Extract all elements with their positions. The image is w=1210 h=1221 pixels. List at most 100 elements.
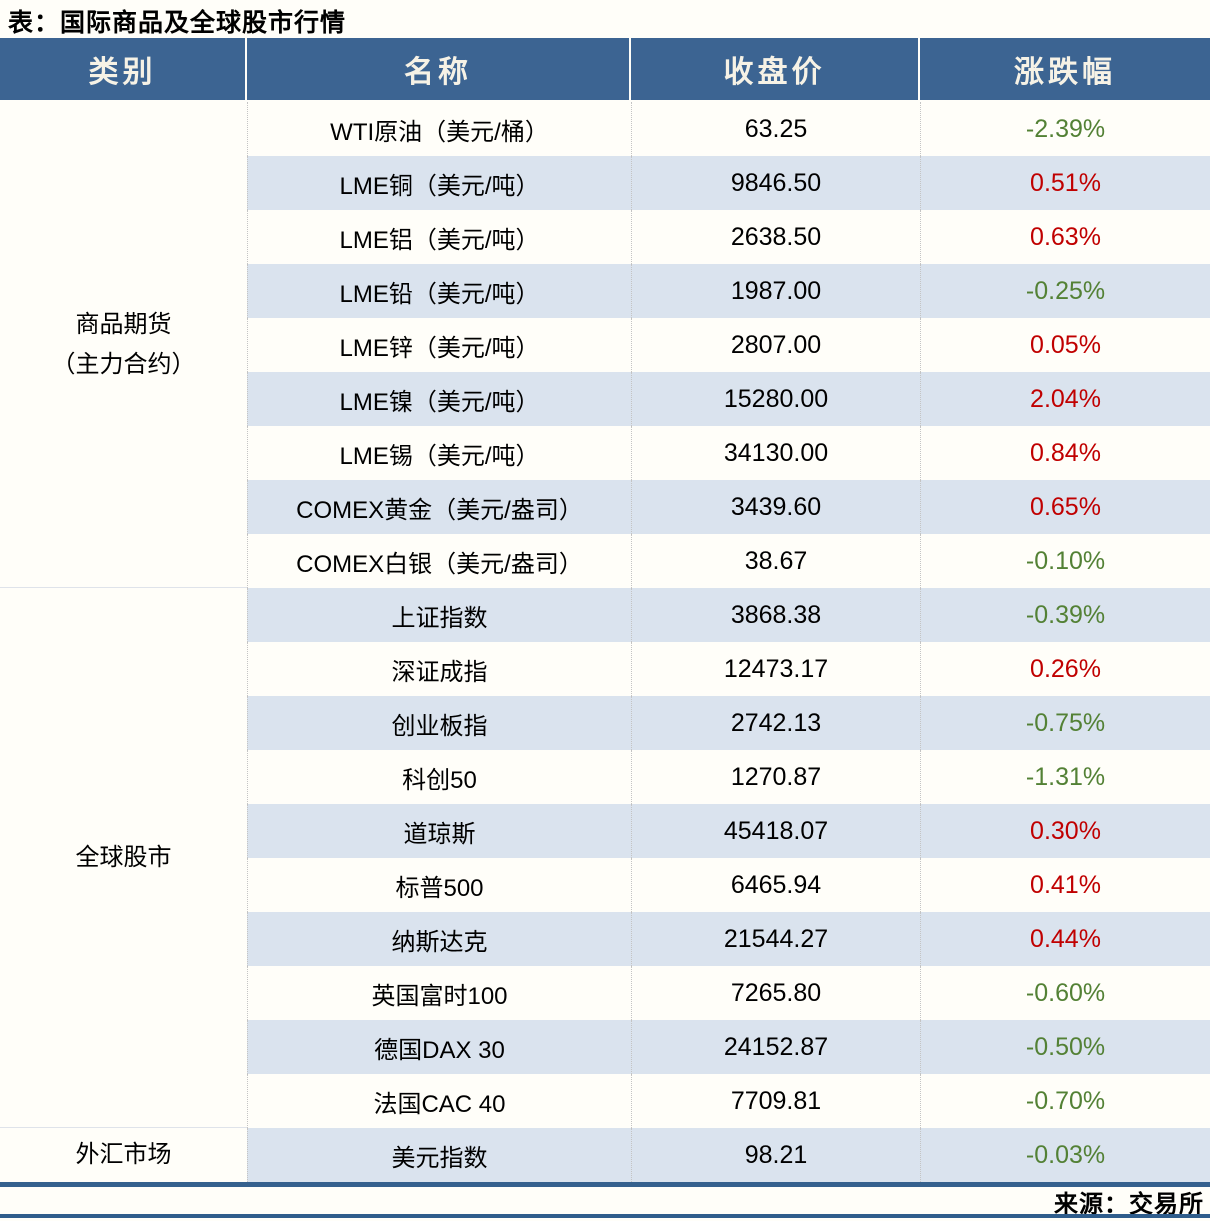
change-percent: 0.51%: [920, 156, 1210, 210]
instrument-name: LME镍（美元/吨）: [247, 372, 631, 426]
table-row: WTI原油（美元/桶） 63.25 -2.39%: [247, 102, 1210, 156]
table-row: COMEX白银（美元/盎司） 38.67 -0.10%: [247, 534, 1210, 588]
instrument-name: 英国富时100: [247, 966, 631, 1020]
instrument-name: 创业板指: [247, 696, 631, 750]
change-percent: -0.50%: [920, 1020, 1210, 1074]
close-price: 3439.60: [631, 480, 920, 534]
instrument-name: WTI原油（美元/桶）: [247, 102, 631, 156]
table-row: 美元指数 98.21 -0.03%: [247, 1128, 1210, 1182]
close-price: 3868.38: [631, 588, 920, 642]
rows-column: WTI原油（美元/桶） 63.25 -2.39% LME铜（美元/吨） 9846.50 0…: [247, 102, 1210, 1182]
close-price: 7709.81: [631, 1074, 920, 1128]
change-percent: 0.26%: [920, 642, 1210, 696]
source-note: 来源：交易所: [1054, 1191, 1204, 1218]
instrument-name: LME铜（美元/吨）: [247, 156, 631, 210]
instrument-name: 标普500: [247, 858, 631, 912]
close-price: 7265.80: [631, 966, 920, 1020]
category-label: 外汇市场: [75, 1141, 172, 1168]
instrument-name: 纳斯达克: [247, 912, 631, 966]
change-percent: -1.31%: [920, 750, 1210, 804]
change-percent: 2.04%: [920, 372, 1210, 426]
instrument-name: 德国DAX 30: [247, 1020, 631, 1074]
close-price: 24152.87: [631, 1020, 920, 1074]
table-row: LME铅（美元/吨） 1987.00 -0.25%: [247, 264, 1210, 318]
column-header-name: 名称: [247, 38, 631, 100]
change-percent: -0.60%: [920, 966, 1210, 1020]
instrument-name: 法国CAC 40: [247, 1074, 631, 1128]
table-row: 德国DAX 30 24152.87 -0.50%: [247, 1020, 1210, 1074]
close-price: 2638.50: [631, 210, 920, 264]
instrument-name: 科创50: [247, 750, 631, 804]
category-label: 全球股市: [75, 843, 172, 871]
table-body: 商品期货 （主力合约） 全球股市外汇市场 WTI原油（美元/桶） 63.25 -2.39…: [0, 100, 1210, 1182]
instrument-name: LME铅（美元/吨）: [247, 264, 631, 318]
table-row: 标普500 6465.94 0.41%: [247, 858, 1210, 912]
instrument-name: 美元指数: [247, 1128, 631, 1182]
table-row: 上证指数 3868.38 -0.39%: [247, 588, 1210, 642]
category-label: 商品期货: [75, 310, 172, 338]
table-row: 科创50 1270.87 -1.31%: [247, 750, 1210, 804]
change-percent: -2.39%: [920, 102, 1210, 156]
instrument-name: LME锌（美元/吨）: [247, 318, 631, 372]
table-header-row: 类别 名称 收盘价 涨跌幅: [0, 38, 1210, 100]
table-row: LME锡（美元/吨） 34130.00 0.84%: [247, 426, 1210, 480]
instrument-name: 上证指数: [247, 588, 631, 642]
table-row: 纳斯达克 21544.27 0.44%: [247, 912, 1210, 966]
close-price: 2742.13: [631, 696, 920, 750]
change-percent: -0.75%: [920, 696, 1210, 750]
change-percent: -0.03%: [920, 1128, 1210, 1182]
change-percent: 0.65%: [920, 480, 1210, 534]
category-column: 商品期货 （主力合约） 全球股市外汇市场: [0, 102, 247, 1182]
close-price: 21544.27: [631, 912, 920, 966]
table-row: LME镍（美元/吨） 15280.00 2.04%: [247, 372, 1210, 426]
market-table: 类别 名称 收盘价 涨跌幅 商品期货 （主力合约） 全球股市外汇市场 WTI原油（美…: [0, 38, 1210, 1187]
instrument-name: COMEX白银（美元/盎司）: [247, 534, 631, 588]
change-percent: -0.70%: [920, 1074, 1210, 1128]
table-row: 深证成指 12473.17 0.26%: [247, 642, 1210, 696]
instrument-name: COMEX黄金（美元/盎司）: [247, 480, 631, 534]
category-cell: 外汇市场: [0, 1128, 247, 1182]
close-price: 15280.00: [631, 372, 920, 426]
close-price: 1987.00: [631, 264, 920, 318]
table-row: COMEX黄金（美元/盎司） 3439.60 0.65%: [247, 480, 1210, 534]
change-percent: 0.84%: [920, 426, 1210, 480]
close-price: 6465.94: [631, 858, 920, 912]
close-price: 98.21: [631, 1128, 920, 1182]
table-row: 英国富时100 7265.80 -0.60%: [247, 966, 1210, 1020]
instrument-name: 深证成指: [247, 642, 631, 696]
change-percent: 0.30%: [920, 804, 1210, 858]
table-row: LME锌（美元/吨） 2807.00 0.05%: [247, 318, 1210, 372]
table-row: 创业板指 2742.13 -0.75%: [247, 696, 1210, 750]
change-percent: 0.05%: [920, 318, 1210, 372]
change-percent: 0.63%: [920, 210, 1210, 264]
column-header-close: 收盘价: [631, 38, 920, 100]
close-price: 9846.50: [631, 156, 920, 210]
change-percent: -0.39%: [920, 588, 1210, 642]
table-row: 法国CAC 40 7709.81 -0.70%: [247, 1074, 1210, 1128]
instrument-name: 道琼斯: [247, 804, 631, 858]
table-row: LME铝（美元/吨） 2638.50 0.63%: [247, 210, 1210, 264]
close-price: 45418.07: [631, 804, 920, 858]
instrument-name: LME锡（美元/吨）: [247, 426, 631, 480]
instrument-name: LME铝（美元/吨）: [247, 210, 631, 264]
column-header-change: 涨跌幅: [1014, 56, 1116, 89]
table-bottom-rule: [0, 1182, 1210, 1187]
table-row: LME铜（美元/吨） 9846.50 0.51%: [247, 156, 1210, 210]
close-price: 63.25: [631, 102, 920, 156]
close-price: 34130.00: [631, 426, 920, 480]
change-percent: 0.41%: [920, 858, 1210, 912]
change-percent: 0.44%: [920, 912, 1210, 966]
close-price: 38.67: [631, 534, 920, 588]
table-row: 道琼斯 45418.07 0.30%: [247, 804, 1210, 858]
category-cell: 全球股市: [0, 588, 247, 1128]
change-percent: -0.10%: [920, 534, 1210, 588]
category-cell: 商品期货 （主力合约）: [0, 102, 247, 588]
close-price: 1270.87: [631, 750, 920, 804]
page-bottom-rule: [0, 1214, 1210, 1218]
column-header-category: 类别: [0, 38, 247, 100]
close-price: 2807.00: [631, 318, 920, 372]
page-title: 表：国际商品及全球股市行情: [8, 9, 347, 37]
category-label: （主力合约）: [51, 350, 196, 378]
change-percent: -0.25%: [920, 264, 1210, 318]
close-price: 12473.17: [631, 642, 920, 696]
